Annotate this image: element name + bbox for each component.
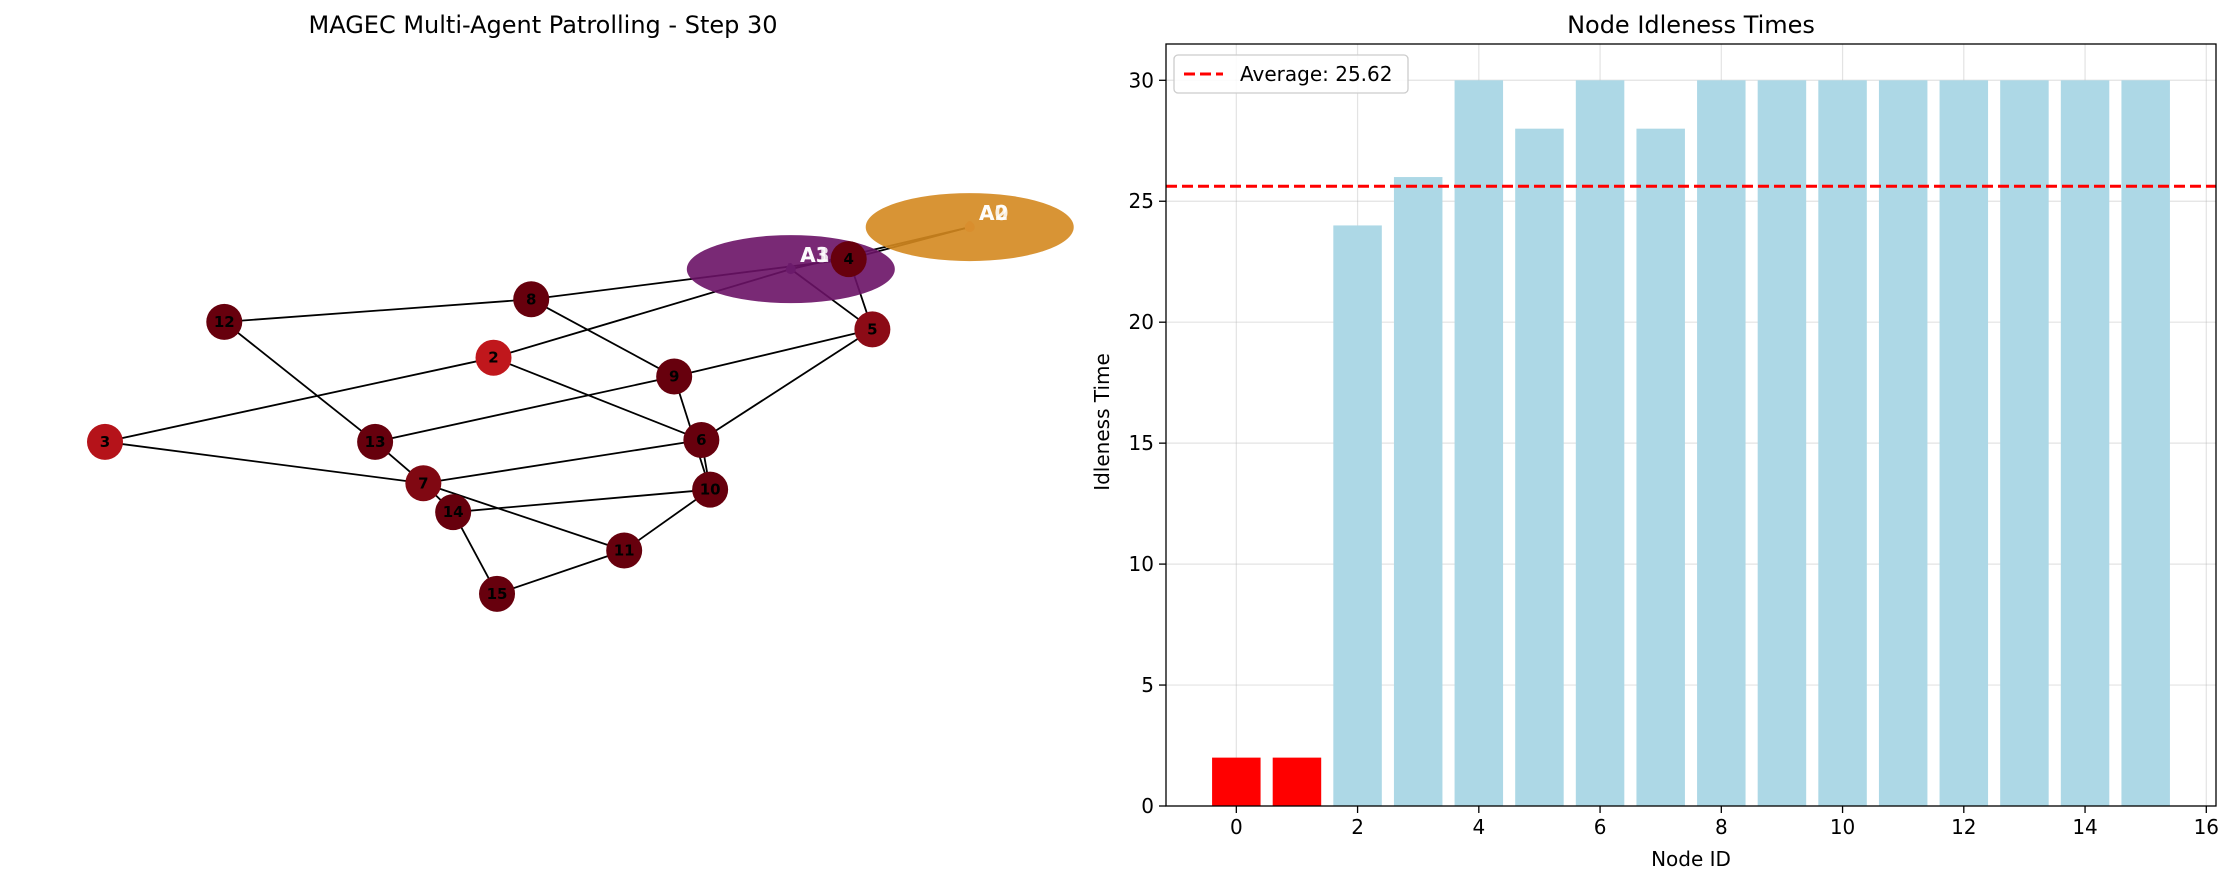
agent-label-a1: A1 [800,243,829,267]
graph-title: MAGEC Multi-Agent Patrolling - Step 30 [308,11,777,39]
y-tick-label: 10 [1129,552,1154,576]
graph-edge-7-11 [423,482,625,552]
graph-node-1 [785,264,796,275]
idleness-bar-panel: Node Idleness Times 0 2 4 6 8 10 12 14 16 0 5 10 15… [1090,11,2219,871]
bar-node-5 [1515,128,1564,806]
graph-node-7 [405,465,442,502]
graph-node-12 [206,303,243,340]
x-tick-label: 14 [2072,815,2097,839]
graph-edge-5-6 [700,328,873,441]
bar-node-1 [1272,757,1322,806]
graph-node-label-3: 3 [100,433,110,451]
graph-node-10 [692,471,729,508]
graph-node-13 [357,423,394,460]
bar-bars [1212,80,2170,807]
graph-edge-9-13 [374,375,675,443]
graph-node-6 [683,421,720,458]
graph-node-label-9: 9 [669,368,679,386]
bar-node-0 [1212,757,1261,806]
bar-node-11 [1878,80,1928,807]
graph-edge-12-13 [223,321,376,443]
bar-grid [1166,44,2216,807]
plot-frame [1165,43,2217,807]
x-axis-label: Node ID [1651,847,1731,871]
x-tick-label: 0 [1230,815,1243,839]
x-tick-label: 8 [1715,815,1728,839]
x-axis-ticks: 0 2 4 6 8 10 12 14 16 [1230,806,2219,839]
graph-edge-5-9 [673,328,873,378]
y-tick-label: 30 [1129,68,1154,92]
bar-node-9 [1757,80,1807,807]
agent-label-a0: A0 [979,201,1008,225]
x-tick-label: 2 [1351,815,1364,839]
y-tick-label: 15 [1129,431,1154,455]
bar-node-3 [1393,177,1443,807]
graph-node-label-13: 13 [365,433,386,451]
bar-node-2 [1333,225,1382,806]
graph-node-11 [606,532,643,569]
agent-label-a3: A3 [800,243,829,267]
graph-node-label-10: 10 [700,481,721,499]
bar-node-15 [2121,80,2170,807]
y-tick-label: 25 [1129,189,1154,213]
graph-node-label-6: 6 [696,431,706,449]
graph-node-5 [854,311,891,348]
graph-edge-2-3 [104,356,494,443]
y-tick-label: 20 [1129,310,1154,334]
y-axis-ticks: 0 5 10 15 20 25 30 [1129,68,1166,818]
y-tick-label: 5 [1141,673,1154,697]
y-tick-label: 0 [1141,794,1154,818]
bar-node-7 [1636,128,1685,806]
graph-edge-6-7 [423,439,702,485]
graph-node-15 [479,575,516,612]
graph-node-8 [513,281,550,318]
graph-node-label-1: 1 [787,262,795,277]
graph-edge-3-7 [104,440,424,485]
graph-edge-15-11 [496,549,625,595]
graph-node-4 [830,241,867,278]
x-tick-label: 6 [1594,815,1607,839]
graph-node-14 [435,494,472,531]
agent-label-a2: A2 [979,201,1008,225]
patrol-graph-panel: MAGEC Multi-Agent Patrolling - Step 30 0… [87,11,1074,612]
graph-node-label-14: 14 [443,503,464,521]
graph-node-label-0: 0 [966,220,974,235]
graph-node-2 [475,339,512,376]
legend-box [1173,54,1409,94]
graph-node-label-8: 8 [526,290,536,308]
x-tick-label: 16 [2194,815,2219,839]
x-tick-label: 12 [1951,815,1976,839]
bar-node-10 [1818,80,1867,807]
bar-chart-title: Node Idleness Times [1567,11,1815,39]
graph-node-label-2: 2 [488,349,498,367]
bar-node-8 [1697,80,1746,807]
bar-node-14 [2060,80,2110,807]
bar-node-13 [2000,80,2049,807]
graph-node-label-5: 5 [867,320,877,338]
bar-node-4 [1454,80,1504,807]
graph-node-0 [964,222,975,233]
graph-node-label-15: 15 [487,585,508,603]
graph-node-label-12: 12 [214,313,235,331]
graph-node-label-4: 4 [843,250,853,268]
legend: Average: 25.62 [1173,54,1409,94]
graph-node-9 [656,358,693,395]
graph-edge-8-12 [224,298,532,323]
graph-edge-14-10 [453,488,711,514]
graph-edge-8-9 [530,298,675,378]
bar-node-12 [1939,80,1989,807]
graph-node-label-11: 11 [614,541,635,559]
legend-label-average: Average: 25.62 [1240,62,1392,86]
x-tick-label: 4 [1472,815,1485,839]
graph-node-label-7: 7 [418,474,428,492]
graph-node-3 [87,423,123,460]
bar-node-6 [1575,80,1625,807]
x-tick-label: 10 [1830,815,1855,839]
y-axis-label: Idleness Time [1090,353,1114,491]
graph-edge-2-6 [493,356,702,441]
